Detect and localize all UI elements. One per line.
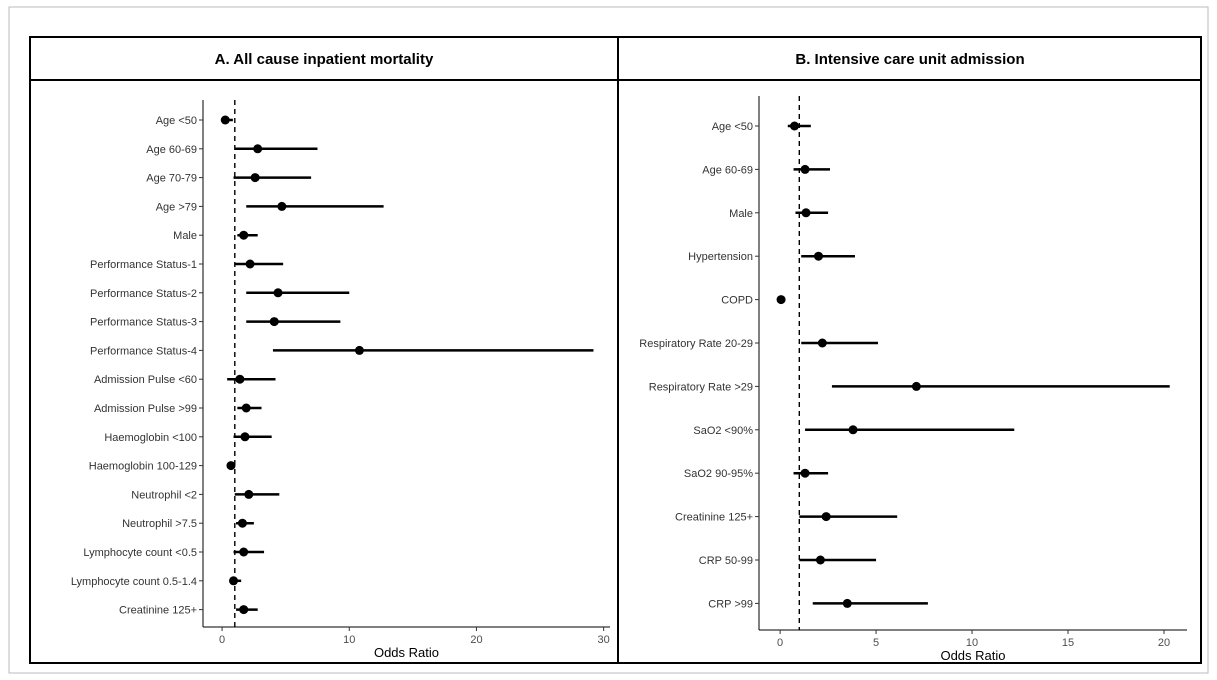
category-label: Lymphocyte count <0.5 (83, 547, 197, 559)
category-label: Performance Status-2 (90, 288, 197, 300)
category-label: SaO2 90-95% (684, 468, 753, 480)
panel-a-title: A. All cause inpatient mortality (215, 51, 434, 68)
category-label: CRP 50-99 (699, 555, 753, 567)
estimate-point (245, 259, 255, 269)
estimate-point (241, 403, 251, 413)
panel-b-body-box (617, 79, 1202, 664)
estimate-point (239, 547, 249, 557)
estimate-point (848, 425, 858, 435)
panel-a-title-box (29, 36, 619, 81)
estimate-point (250, 173, 260, 183)
estimate-point (239, 605, 249, 615)
category-label: Lymphocyte count 0.5-1.4 (71, 576, 197, 588)
estimate-point (790, 121, 800, 131)
category-label: Age <50 (712, 121, 753, 133)
estimate-point (821, 512, 831, 522)
panel-b: B. Intensive care unit admission 0 5 10 15 2… (617, 36, 1202, 664)
category-label: Haemoglobin 100-129 (89, 461, 197, 473)
category-label: Admission Pulse <60 (94, 374, 197, 386)
category-label: Hypertension (688, 251, 753, 263)
category-label: Performance Status-4 (90, 345, 197, 357)
figure-border (8, 6, 1209, 674)
category-label: Creatinine 125+ (119, 605, 197, 617)
category-label: CRP >99 (708, 598, 753, 610)
category-label: Admission Pulse >99 (94, 403, 197, 415)
estimate-point (813, 251, 823, 261)
estimate-point (229, 576, 239, 586)
category-label: Performance Status-1 (90, 259, 197, 271)
x-tick-label: 15 (1062, 637, 1074, 649)
category-label: Age 60-69 (146, 144, 197, 156)
category-label: SaO2 <90% (693, 425, 753, 437)
category-label: Male (729, 208, 753, 220)
panel-a: A. All cause inpatient mortality 0 10 20 30… (29, 36, 619, 664)
category-label: Age 70-79 (146, 173, 197, 185)
estimate-point (237, 518, 247, 528)
plot-b: 0 5 10 15 20 Odds Ratio Age <50 Age 60-69 Male Hy… (639, 96, 1187, 663)
estimate-point (800, 468, 810, 478)
plot-a: 0 10 20 30 Odds Ratio Age <50 Age 60-69 Age 70-… (71, 100, 610, 660)
estimate-point (354, 345, 364, 355)
estimate-point (220, 115, 230, 125)
x-axis-title: Odds Ratio (940, 648, 1005, 663)
x-tick-label: 5 (873, 637, 879, 649)
estimate-point (253, 144, 263, 154)
estimate-point (239, 230, 249, 240)
estimate-point (273, 288, 283, 298)
estimate-point (911, 381, 921, 391)
x-tick-label: 20 (470, 634, 482, 646)
estimate-point (815, 555, 825, 565)
category-label: Respiratory Rate 20-29 (639, 338, 753, 350)
estimate-point (801, 208, 811, 218)
category-label: Age >79 (156, 201, 197, 213)
estimate-point (235, 374, 245, 384)
estimate-point (800, 164, 810, 174)
panel-b-title: B. Intensive care unit admission (795, 51, 1024, 68)
category-label: Male (173, 230, 197, 242)
estimate-point (244, 489, 254, 499)
x-tick-label: 20 (1158, 637, 1170, 649)
x-tick-label: 0 (219, 634, 225, 646)
estimate-point (842, 598, 852, 608)
estimate-point (277, 201, 287, 211)
category-label: Age 60-69 (702, 164, 753, 176)
estimate-point (240, 432, 250, 442)
category-label: COPD (721, 295, 753, 307)
category-label: Creatinine 125+ (675, 512, 753, 524)
estimate-point (226, 461, 236, 471)
x-tick-label: 30 (598, 634, 610, 646)
x-tick-label: 10 (966, 637, 978, 649)
category-label: Age <50 (156, 115, 197, 127)
category-label: Respiratory Rate >29 (649, 381, 753, 393)
x-tick-label: 0 (777, 637, 783, 649)
category-label: Neutrophil >7.5 (122, 518, 197, 530)
category-label: Haemoglobin <100 (104, 432, 197, 444)
category-label: Performance Status-3 (90, 317, 197, 329)
estimate-point (269, 317, 279, 327)
x-tick-label: 10 (343, 634, 355, 646)
category-label: Neutrophil <2 (131, 489, 197, 501)
estimate-point (817, 338, 827, 348)
x-axis-title: Odds Ratio (374, 645, 439, 660)
estimate-point (776, 295, 786, 305)
